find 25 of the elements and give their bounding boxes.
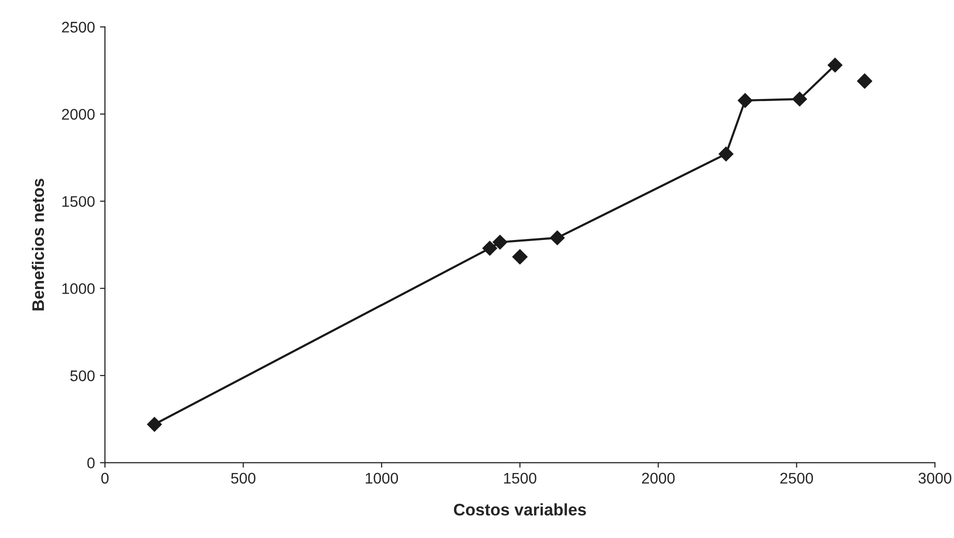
- y-tick-label: 2500: [62, 22, 95, 33]
- x-tick-label: 1500: [504, 472, 536, 484]
- point: [718, 146, 734, 162]
- point: [482, 240, 498, 256]
- point: [512, 249, 528, 265]
- y-tick-label: 2000: [62, 108, 95, 120]
- y-tick-label: 1000: [62, 283, 95, 294]
- x-tick-label: 0: [101, 472, 109, 484]
- point: [828, 58, 842, 72]
- point: [792, 92, 808, 106]
- y-tick-label: 500: [70, 370, 95, 382]
- x-tick-label: 500: [231, 472, 256, 484]
- x-axis-title: Costos variables: [454, 503, 586, 516]
- x-tick-label: 2500: [780, 472, 813, 484]
- point: [550, 230, 565, 246]
- y-tick-label: 0: [87, 458, 95, 468]
- point: [147, 416, 162, 432]
- x-tick-label: 2000: [642, 472, 675, 484]
- point: [738, 93, 753, 108]
- y-axis-title: Beneficios netos: [32, 178, 44, 310]
- point: [856, 73, 872, 89]
- point: [492, 234, 508, 250]
- x-tick-label: 1000: [366, 472, 398, 484]
- y-tick-label: 1500: [62, 196, 95, 207]
- x-tick-label: 3000: [918, 472, 952, 484]
